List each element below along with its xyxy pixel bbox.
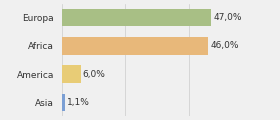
Text: 1,1%: 1,1% xyxy=(67,98,90,107)
Text: 46,0%: 46,0% xyxy=(210,41,239,50)
Bar xyxy=(62,94,65,111)
Text: 47,0%: 47,0% xyxy=(213,13,242,22)
Text: 6,0%: 6,0% xyxy=(83,70,106,79)
Bar xyxy=(62,37,208,55)
Bar xyxy=(62,65,81,83)
Bar xyxy=(62,9,211,26)
